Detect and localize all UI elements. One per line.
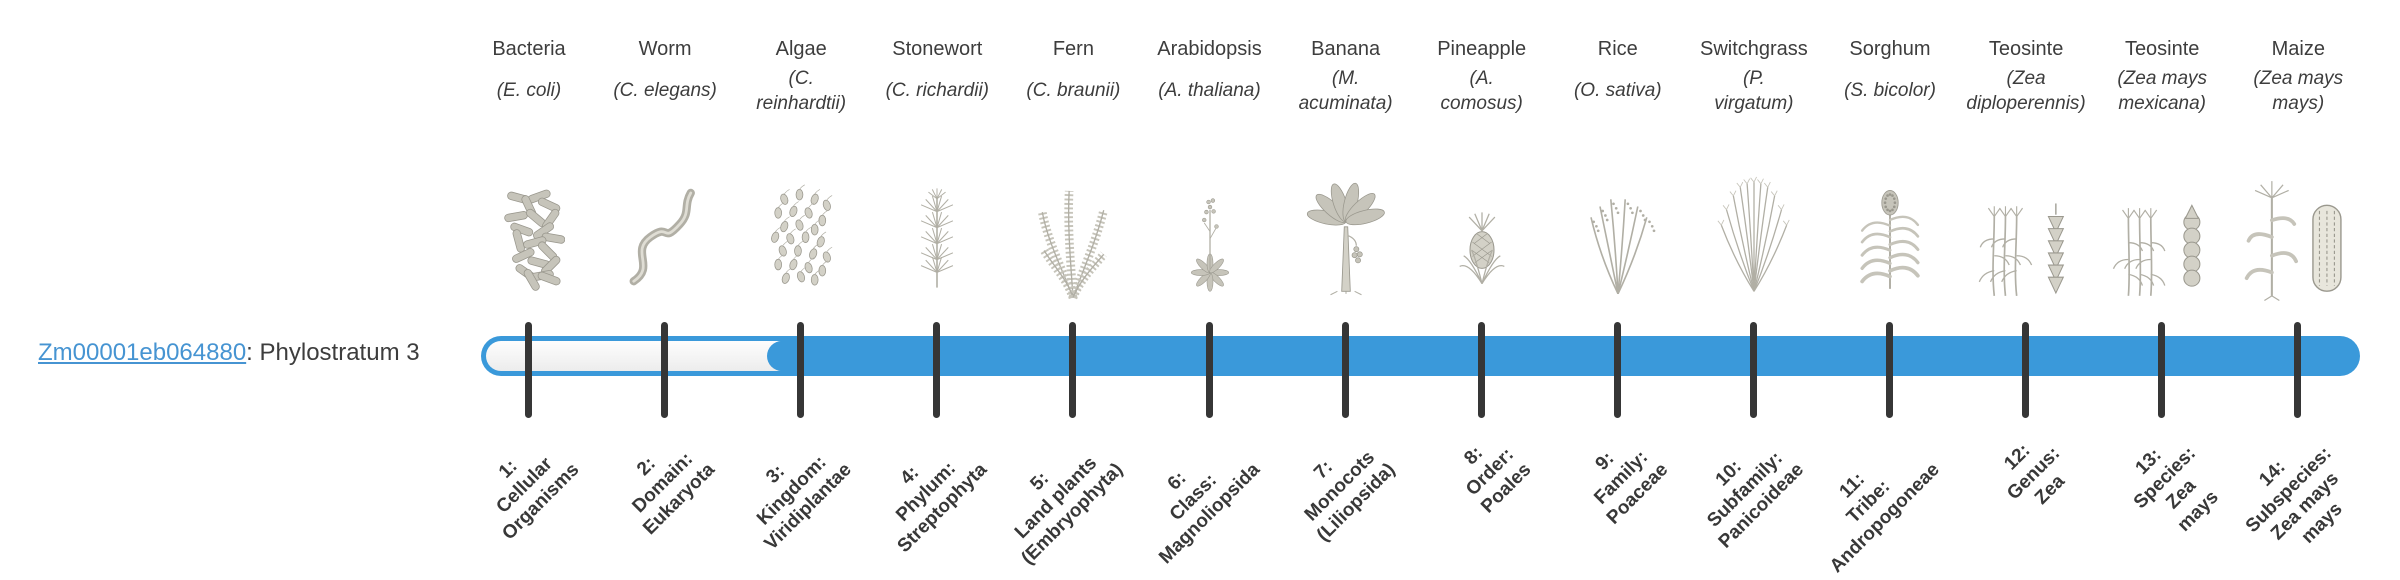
stratum-tick — [797, 322, 805, 418]
stratum-taxonomy-label: 5: Land plants (Embryophyta) — [1011, 452, 1128, 570]
organism-species-name: (S. bicolor) — [1844, 80, 1936, 102]
stratum-tick — [1477, 322, 1485, 418]
organism-name: Bacteria — [492, 38, 566, 60]
stratum-column: Bacteria (E. coli) 1: Cellular Organisms — [461, 0, 597, 580]
gene-label: Zm00001eb064880: Phylostratum 3 — [38, 338, 420, 368]
organism-species-name: (M. acuminata) — [1298, 67, 1393, 114]
stratum-column: Pineapple (A. comosus) 8: Order: Poales — [1414, 0, 1550, 580]
stratum-tick — [2294, 322, 2302, 418]
stratum-taxonomy-label: 9: Family: Poaceae — [1590, 446, 1673, 529]
organism-species-name: (Zea mays mexicana) — [2117, 67, 2208, 114]
stratum-column: Stonewort (C. richardii) 4: Phylum: Stre… — [869, 0, 1005, 580]
sorghum-illustration — [1822, 168, 1958, 302]
organism-species-name: (Zea mays mays) — [2253, 67, 2344, 114]
timeline-bar — [481, 336, 2360, 376]
stratum-tick — [1069, 322, 1077, 418]
stratum-column: Teosinte (Zea mays mexicana) 13: Species… — [2094, 0, 2230, 580]
organism-species-name: (Zea diploperennis) — [1966, 67, 2086, 114]
organism-name: Pineapple — [1437, 38, 1527, 60]
maize-illustration — [2230, 168, 2366, 302]
stratum-column: Teosinte (Zea diploperennis) 12: Genus: … — [1958, 0, 2094, 580]
pineapple-illustration — [1414, 168, 1550, 302]
stonewort-illustration — [869, 168, 1005, 302]
organism-name: Rice — [1597, 38, 1638, 60]
stratum-tick — [1886, 322, 1893, 418]
stratum-column: Algae (C. reinhardtii) 3: Kingdom: Virid… — [733, 0, 869, 580]
stratum-tick — [1613, 322, 1621, 418]
algae-illustration — [733, 168, 869, 302]
timeline-fill-start-cap — [767, 341, 797, 371]
organism-name: Switchgrass — [1699, 38, 1808, 60]
stratum-tick — [2158, 322, 2166, 418]
stratum-column: Fern (C. braunii) 5: Land plants (Embryo… — [1005, 0, 1141, 580]
teosinte-diploperennis-illustration — [1958, 168, 2094, 302]
stratum-taxonomy-label: 14: Subspecies: Zea mays mays — [2242, 443, 2347, 548]
gene-id-link[interactable]: Zm00001eb064880 — [38, 339, 247, 366]
organism-name: Sorghum — [1849, 38, 1931, 60]
organism-name: Arabidopsis — [1157, 38, 1262, 60]
worm-illustration — [597, 168, 733, 302]
stratum-taxonomy-label: 3: Kingdom: Viridiplantae — [752, 451, 856, 555]
organism-name: Maize — [2271, 38, 2325, 60]
organism-name: Banana — [1311, 38, 1381, 60]
stratum-taxonomy-label: 10: Subfamily: Panicoideae — [1703, 447, 1809, 553]
stratum-taxonomy-label: 13: Species: Zea mays — [2130, 443, 2223, 536]
stratum-column: Maize (Zea mays mays) 14: Subspecies: Ze… — [2230, 0, 2366, 580]
organism-species-name: (E. coli) — [496, 80, 562, 102]
stratum-tick — [1341, 322, 1349, 418]
organism-species-name: (C. richardii) — [885, 80, 990, 102]
organism-species-name: (C. reinhardtii) — [756, 67, 847, 114]
stratum-taxonomy-label: 2: Domain: Eukaryota — [628, 448, 720, 540]
fern-illustration — [1005, 168, 1141, 302]
teosinte-mexicana-illustration — [2094, 168, 2230, 302]
stratum-column: Arabidopsis (A. thaliana) 6: Class: Magn… — [1142, 0, 1278, 580]
organism-name: Stonewort — [892, 38, 983, 60]
organism-name: Fern — [1052, 38, 1094, 60]
stratum-taxonomy-label: 12: Genus: Zea — [1999, 440, 2069, 510]
stratum-taxonomy-label: 8: Order: Poales — [1460, 442, 1537, 518]
bacteria-illustration — [461, 168, 597, 302]
organism-name: Teosinte — [1988, 38, 2064, 60]
stratum-taxonomy-label: 4: Phylum: Streptophyta — [892, 458, 992, 558]
stratum-column: Switchgrass (P. virgatum) 10: Subfamily:… — [1686, 0, 1822, 580]
stratum-taxonomy-label: 1: Cellular Organisms — [492, 453, 584, 545]
organism-name: Worm — [638, 38, 692, 60]
organism-species-name: (A. comosus) — [1440, 67, 1523, 114]
organism-species-name: (P. virgatum) — [1714, 67, 1794, 114]
timeline-unfilled-track — [486, 341, 792, 371]
stratum-tick — [525, 322, 532, 418]
organism-species-name: (O. sativa) — [1573, 80, 1662, 102]
organism-species-name: (C. elegans) — [613, 80, 717, 102]
stratum-column: Worm (C. elegans) 2: Domain: Eukaryota — [597, 0, 733, 580]
stratum-tick — [1749, 322, 1757, 418]
organism-species-name: (A. thaliana) — [1158, 80, 1261, 102]
stratum-taxonomy-label: 6: Class: Magnoliopsida — [1154, 459, 1264, 569]
gene-phylostratum-text: : Phylostratum 3 — [246, 339, 420, 366]
stratum-column: Banana (M. acuminata) 7: Monocots (Lilio… — [1278, 0, 1414, 580]
banana-illustration — [1278, 168, 1414, 302]
stratum-tick — [2022, 322, 2030, 418]
organism-name: Teosinte — [2124, 38, 2200, 60]
rice-illustration — [1550, 168, 1686, 302]
organism-name: Algae — [775, 38, 827, 60]
stratum-column: Sorghum (S. bicolor) 11: Tribe: Andropog… — [1822, 0, 1958, 580]
switchgrass-illustration — [1686, 168, 1822, 302]
stratum-column: Rice (O. sativa) 9: Family: Poaceae — [1550, 0, 1686, 580]
stratum-tick — [661, 322, 669, 418]
organism-species-name: (C. braunii) — [1026, 80, 1121, 102]
stratum-tick — [1205, 322, 1213, 418]
stratum-taxonomy-label: 7: Monocots (Liliopsida) — [1301, 447, 1400, 546]
arabidopsis-illustration — [1142, 168, 1278, 302]
stratum-tick — [933, 322, 941, 418]
